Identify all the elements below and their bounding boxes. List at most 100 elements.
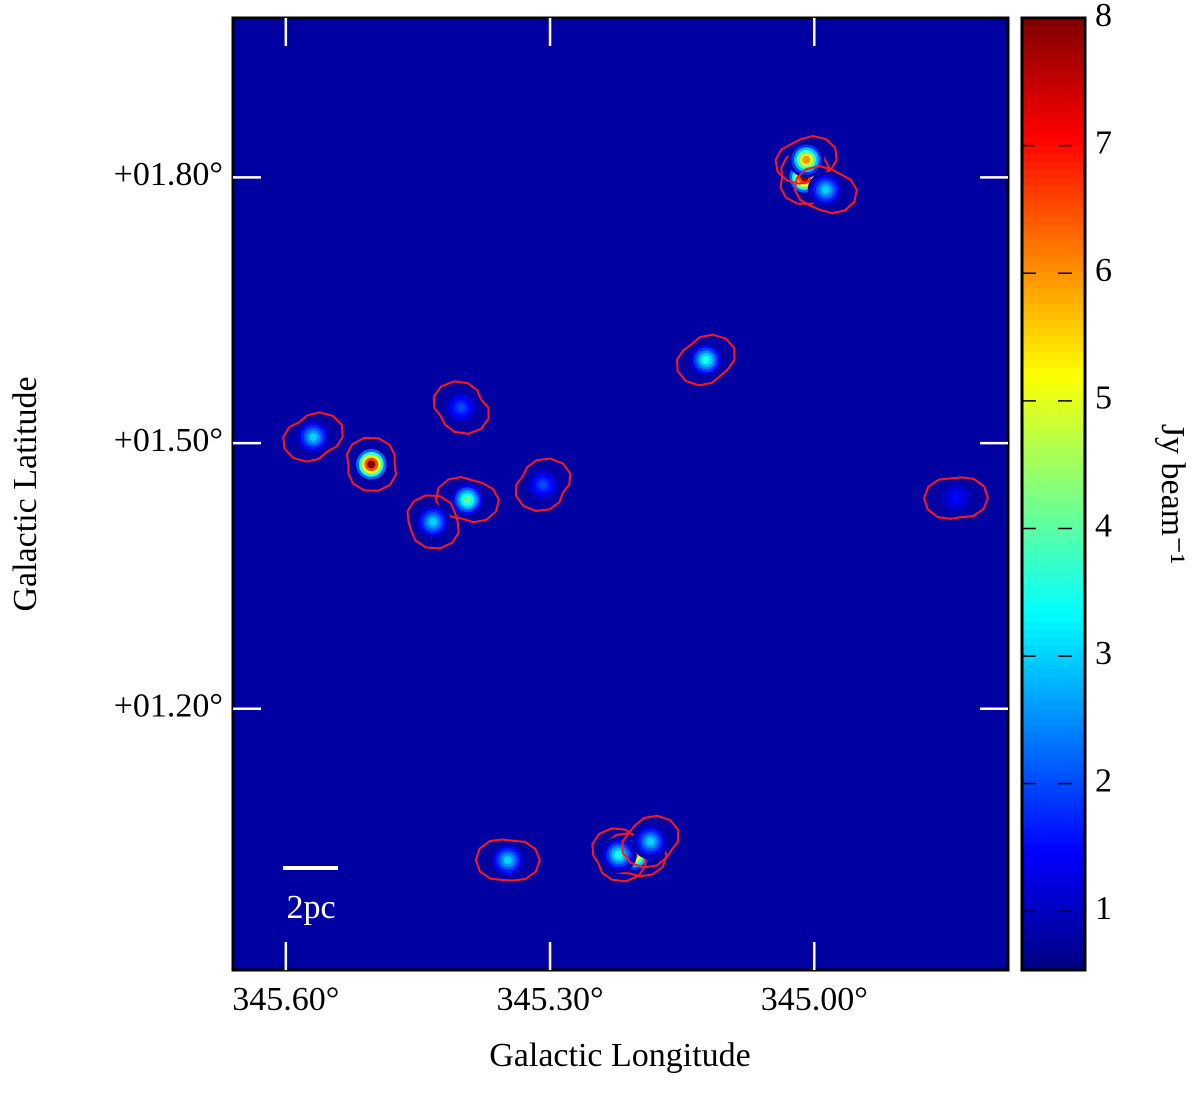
- colorbar-slice: [1022, 676, 1085, 685]
- colorbar-slice: [1022, 668, 1085, 678]
- image: [282, 134, 989, 883]
- colorbar-slice: [1022, 41, 1085, 51]
- source-peak: [367, 460, 376, 469]
- colorbar-slice: [1022, 49, 1085, 59]
- colorbar-slice: [1022, 351, 1085, 360]
- colorbar-slice: [1022, 113, 1085, 122]
- colorbar-slice: [1022, 248, 1085, 257]
- colorbar-slice: [1022, 311, 1085, 321]
- colorbar-slice: [1022, 208, 1085, 217]
- colorbar-slice: [1022, 866, 1085, 876]
- colorbar-slice: [1022, 144, 1085, 154]
- source: [432, 380, 490, 435]
- y-tick-label: +01.20°: [114, 688, 223, 725]
- colorbar-slice: [1022, 256, 1085, 265]
- colorbar-slice: [1022, 454, 1085, 463]
- colorbar-slice: [1022, 57, 1085, 67]
- source: [434, 475, 500, 524]
- source: [923, 476, 989, 520]
- source: [345, 436, 398, 492]
- colorbar-slice: [1022, 597, 1085, 606]
- source: [474, 838, 541, 882]
- colorbar-slice: [1022, 287, 1085, 297]
- source-peak: [503, 856, 512, 865]
- contour: [474, 838, 541, 882]
- contour: [406, 494, 460, 550]
- source: [591, 827, 647, 883]
- colorbar-slice: [1022, 33, 1085, 43]
- colorbar-slice: [1022, 430, 1085, 440]
- colorbar-tick-label: 7: [1095, 124, 1112, 161]
- colorbar-slice: [1022, 827, 1085, 836]
- colorbar-tick-label: 3: [1095, 635, 1112, 672]
- colorbar-slice: [1022, 636, 1085, 646]
- colorbar-slice: [1022, 160, 1085, 170]
- colorbar-slice: [1022, 295, 1085, 305]
- colorbar-slice: [1022, 65, 1085, 75]
- colorbar-slice: [1022, 858, 1085, 868]
- colorbar-slice: [1022, 367, 1085, 376]
- colorbar-slice: [1022, 890, 1085, 900]
- colorbar-slice: [1022, 557, 1085, 566]
- colorbar-tick-label: 8: [1095, 0, 1112, 34]
- colorbar-slice: [1022, 137, 1085, 146]
- colorbar-tick-label: 4: [1095, 507, 1112, 544]
- colorbar-slice: [1022, 763, 1085, 773]
- y-tick-label: +01.80°: [114, 156, 223, 193]
- colorbar-slice: [1022, 25, 1085, 35]
- contour: [432, 380, 490, 435]
- colorbar-slice: [1022, 843, 1085, 852]
- colorbar-slice: [1022, 81, 1085, 90]
- image-background: [233, 18, 1008, 970]
- colorbar-slice: [1022, 271, 1085, 281]
- colorbar-slice: [1022, 18, 1085, 27]
- colorbar-slice: [1022, 739, 1085, 749]
- contour: [621, 814, 680, 869]
- colorbar-slice: [1022, 470, 1085, 479]
- x-tick-label: 345.60°: [232, 981, 339, 1018]
- scale-bar-label: 2pc: [286, 889, 335, 926]
- source: [282, 411, 344, 463]
- colorbar-slice: [1022, 462, 1085, 471]
- colorbar-slice: [1022, 232, 1085, 241]
- colorbar-slice: [1022, 97, 1085, 106]
- colorbar-slice: [1022, 898, 1085, 908]
- colorbar-slice: [1022, 478, 1085, 487]
- source-peak: [463, 495, 472, 504]
- colorbar-slice: [1022, 382, 1085, 392]
- colorbar-slice: [1022, 851, 1085, 860]
- source: [793, 165, 858, 215]
- contour: [345, 436, 398, 492]
- colorbar-slice: [1022, 549, 1085, 559]
- source-peak: [614, 850, 623, 859]
- source-peak: [701, 355, 710, 364]
- y-tick-label: +01.50°: [114, 422, 223, 459]
- colorbar-slice: [1022, 168, 1085, 178]
- colorbar-slice: [1022, 724, 1085, 733]
- source-peak: [539, 480, 547, 489]
- colorbar-slice: [1022, 517, 1085, 527]
- source: [406, 494, 460, 550]
- colorbar-slice: [1022, 835, 1085, 844]
- colorbar-slice: [1022, 708, 1085, 717]
- colorbar-slice: [1022, 89, 1085, 98]
- colorbar-slice: [1022, 494, 1085, 503]
- colorbar-slice: [1022, 684, 1085, 693]
- source: [675, 333, 736, 387]
- colorbar-slice: [1022, 914, 1085, 923]
- colorbar-tick-label: 2: [1095, 762, 1112, 799]
- source: [774, 134, 838, 185]
- colorbar-slice: [1022, 692, 1085, 701]
- colorbar-slice: [1022, 216, 1085, 225]
- x-axis-label: Galactic Longitude: [489, 1037, 751, 1074]
- colorbar-slice: [1022, 525, 1085, 535]
- colorbar-slice: [1022, 398, 1085, 408]
- colorbar-tick-label: 1: [1095, 890, 1112, 927]
- colorbar-slice: [1022, 819, 1085, 828]
- colorbar-slice: [1022, 541, 1085, 551]
- colorbar-slice: [1022, 874, 1085, 884]
- colorbar-slice: [1022, 152, 1085, 162]
- contour: [282, 411, 344, 463]
- contour: [514, 457, 572, 513]
